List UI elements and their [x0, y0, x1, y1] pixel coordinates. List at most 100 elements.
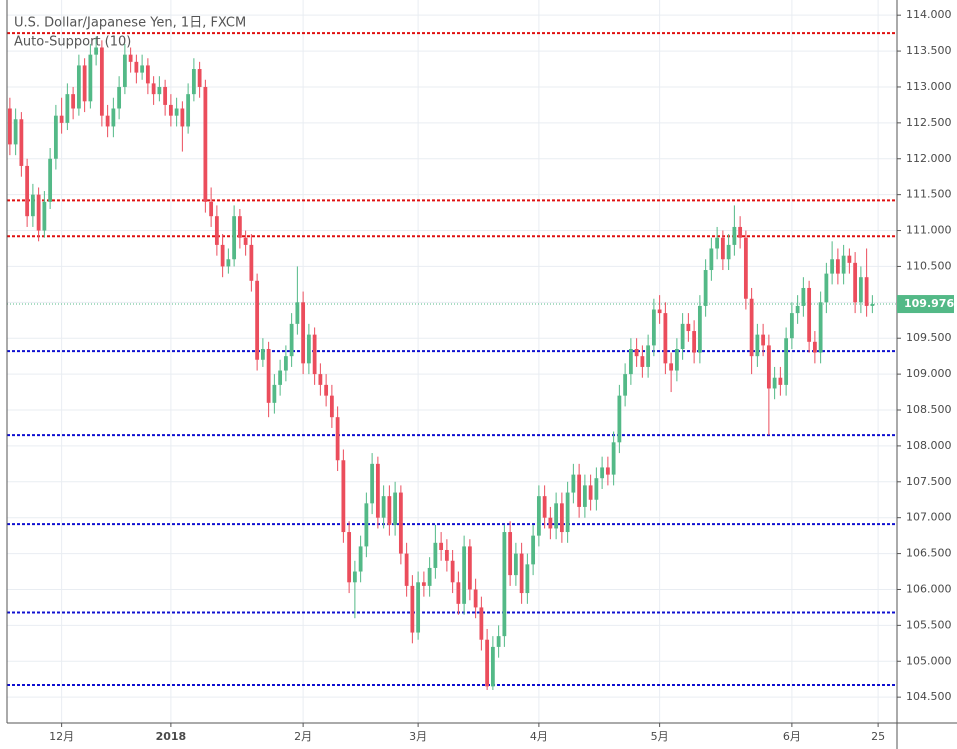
candle-body	[772, 377, 777, 389]
candle-body	[577, 474, 582, 507]
candle-body	[48, 158, 53, 202]
candle-body	[65, 94, 70, 123]
candle-body	[870, 304, 875, 306]
candle-body	[278, 370, 283, 385]
candle-body	[416, 582, 421, 633]
y-tick-label: 109.500	[906, 331, 952, 344]
candle-body	[646, 345, 651, 367]
candle-body	[163, 86, 168, 105]
candle-body	[755, 334, 760, 357]
candle-body	[329, 395, 334, 418]
candle-body	[812, 341, 817, 353]
candle-body	[301, 302, 306, 364]
candle-body	[502, 532, 507, 637]
candle-body	[272, 384, 277, 403]
candle-body	[847, 255, 852, 263]
candle-body	[473, 589, 478, 608]
candle-body	[830, 259, 835, 274]
candle-body	[439, 542, 444, 550]
candle-body	[168, 104, 173, 116]
candle-body	[393, 492, 398, 525]
y-tick-label: 108.000	[906, 439, 952, 452]
candle-body	[554, 503, 559, 529]
candle-body	[715, 237, 720, 249]
last-price-box	[897, 295, 954, 314]
candle-body	[151, 83, 156, 95]
candle-body	[249, 244, 254, 281]
candle-body	[71, 94, 76, 109]
y-tick-label: 113.000	[906, 80, 952, 93]
candle-body	[789, 313, 794, 339]
y-tick-label: 106.500	[906, 547, 952, 560]
y-tick-label: 111.500	[906, 188, 952, 201]
candle-body	[237, 216, 242, 238]
candle-body	[122, 54, 127, 87]
candle-body	[479, 607, 484, 640]
x-tick-label: 3月	[409, 730, 427, 743]
candle-body	[82, 65, 87, 102]
candle-body	[117, 86, 122, 109]
candle-body	[318, 374, 323, 385]
candle-body	[853, 262, 858, 303]
candle-body	[260, 348, 265, 360]
candle-body	[726, 244, 731, 260]
candle-body	[226, 259, 231, 267]
candle-body	[565, 492, 570, 533]
candle-body	[433, 542, 438, 568]
y-tick-label: 113.500	[906, 44, 952, 57]
candle-body	[283, 356, 288, 371]
candle-body	[456, 582, 461, 604]
candle-body	[818, 302, 823, 353]
candle-body	[105, 115, 110, 127]
candle-body	[140, 65, 145, 73]
candle-body	[387, 496, 392, 525]
candle-body	[13, 119, 18, 145]
candle-body	[508, 532, 513, 576]
y-tick-label: 105.500	[906, 618, 952, 631]
candle-body	[669, 363, 674, 371]
y-tick-label: 112.000	[906, 152, 952, 165]
candle-body	[600, 467, 605, 479]
candle-body	[617, 395, 622, 443]
candle-body	[588, 485, 593, 500]
candle-body	[36, 194, 41, 231]
candle-body	[548, 517, 553, 529]
y-tick-label: 114.000	[906, 8, 952, 21]
candle-body	[289, 323, 294, 357]
indicator-name: Auto-Support (10)	[14, 35, 131, 50]
candle-body	[519, 553, 524, 594]
candle-body	[145, 65, 150, 84]
candle-body	[94, 47, 99, 55]
candle-body	[220, 244, 225, 267]
y-tick-label: 105.000	[906, 654, 952, 667]
x-tick-label: 2月	[294, 730, 312, 743]
candle-body	[749, 298, 754, 357]
candle-body	[686, 323, 691, 332]
candle-body	[841, 255, 846, 274]
x-tick-label: 5月	[651, 730, 669, 743]
candle-body	[88, 54, 93, 102]
candle-body	[324, 384, 329, 396]
candle-body	[7, 108, 12, 145]
x-tick-label: 2018	[156, 730, 187, 743]
candle-body	[157, 86, 162, 95]
candle-body	[191, 69, 196, 95]
y-tick-label: 111.000	[906, 224, 952, 237]
candle-body	[709, 248, 714, 271]
candle-body	[232, 216, 237, 260]
candle-body	[255, 280, 260, 360]
x-tick-label: 6月	[783, 730, 801, 743]
candle-body	[743, 237, 748, 299]
y-tick-label: 112.500	[906, 116, 952, 129]
candles	[7, 36, 875, 690]
candle-body	[623, 374, 628, 396]
candle-body	[692, 331, 697, 353]
candle-body	[674, 348, 679, 371]
candle-body	[42, 201, 47, 231]
y-tick-label: 107.500	[906, 475, 952, 488]
candle-body	[347, 532, 352, 583]
y-tick-label: 109.000	[906, 367, 952, 380]
candle-body	[370, 463, 375, 504]
candle-body	[634, 348, 639, 357]
y-tick-label: 110.500	[906, 259, 952, 272]
